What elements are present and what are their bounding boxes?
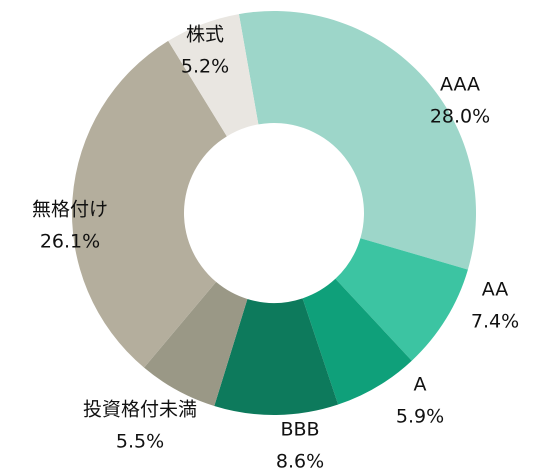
slice-label: BBB bbox=[280, 419, 319, 441]
slice-value: 7.4% bbox=[471, 311, 519, 333]
slice bbox=[302, 278, 412, 405]
slice-value: 5.5% bbox=[116, 431, 164, 453]
slice bbox=[335, 238, 468, 361]
slice bbox=[72, 40, 227, 368]
slice-label: 無格付け bbox=[32, 199, 108, 221]
slice-label: AAA bbox=[440, 74, 480, 96]
slice-value: 8.6% bbox=[276, 451, 324, 472]
slice-label: A bbox=[414, 374, 427, 396]
slice-value: 5.9% bbox=[396, 406, 444, 428]
slice-value: 28.0% bbox=[430, 106, 490, 128]
slice-value: 26.1% bbox=[40, 231, 100, 253]
slice bbox=[238, 11, 476, 270]
slice bbox=[168, 14, 259, 137]
slice bbox=[144, 281, 248, 406]
slice-label: 投資格付未満 bbox=[83, 399, 197, 421]
slice-label: 株式 bbox=[186, 24, 224, 46]
slice-label: AA bbox=[482, 279, 509, 301]
slice bbox=[214, 298, 339, 415]
slice-value: 5.2% bbox=[181, 56, 229, 78]
